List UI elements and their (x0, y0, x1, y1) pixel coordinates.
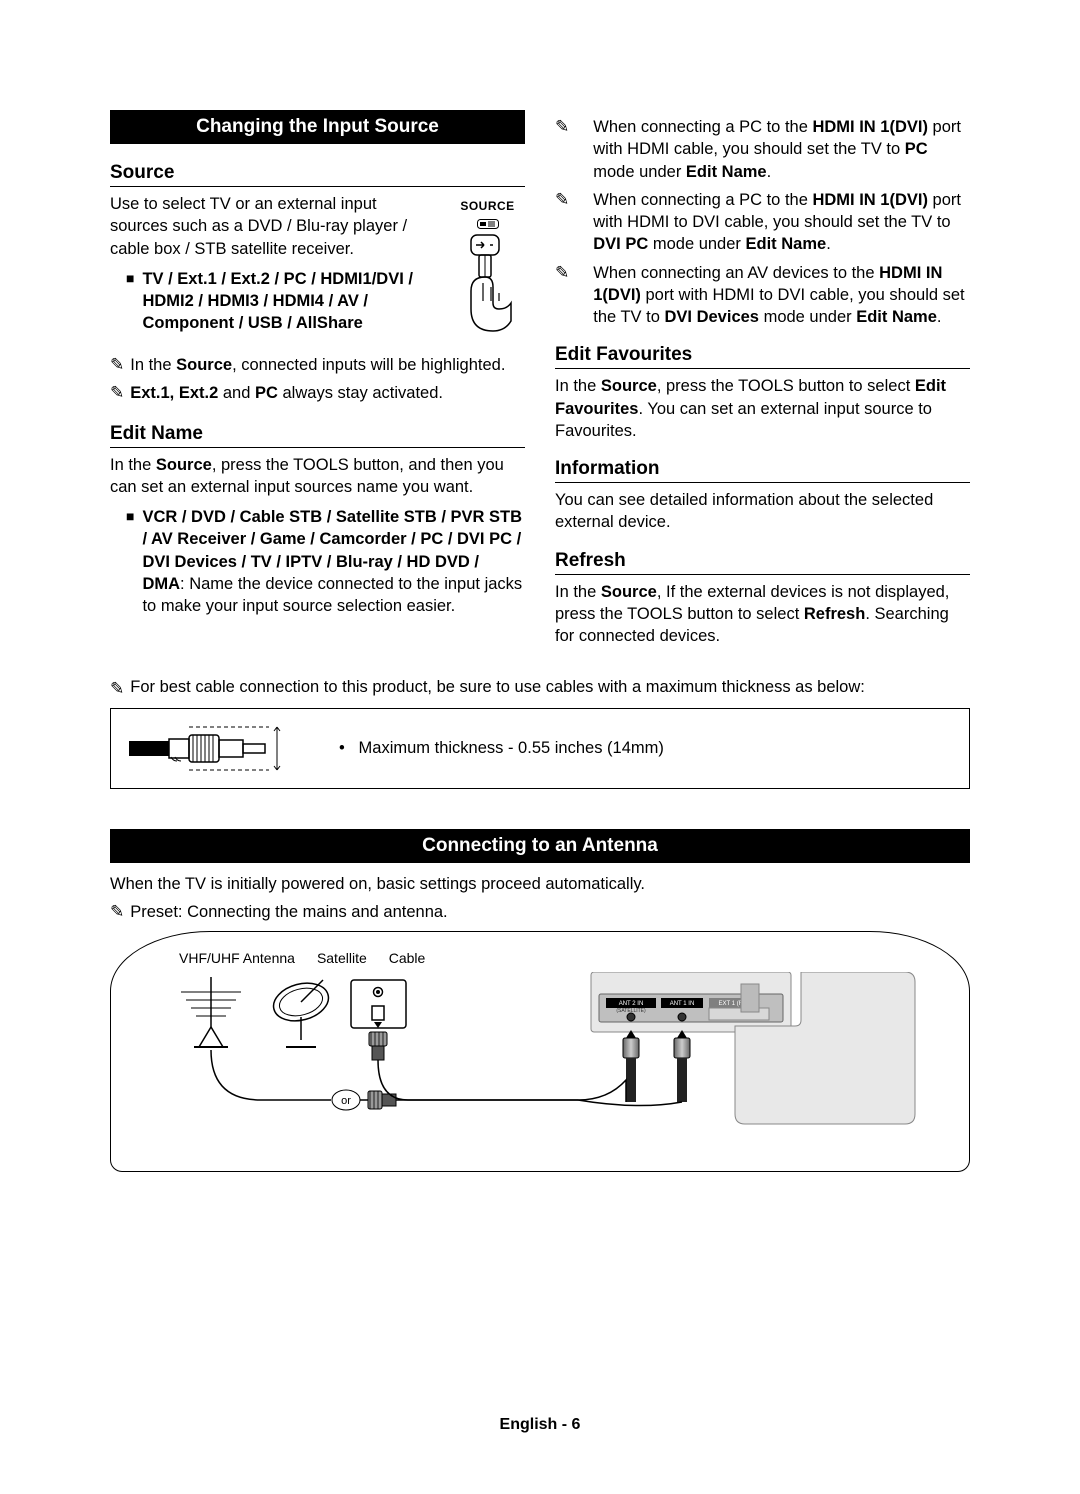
note-icon: ✎ (110, 354, 124, 376)
note-icon: ✎ (110, 678, 124, 700)
cable-connector-icon (129, 721, 309, 776)
refresh-text: In the Source, If the external devices i… (555, 581, 970, 648)
antenna-title-bar: Connecting to an Antenna (110, 829, 970, 863)
cable-footnote: For best cable connection to this produc… (130, 678, 865, 700)
information-heading: Information (555, 458, 970, 483)
note-icon: ✎ (555, 189, 569, 256)
antenna-diagram-box: VHF/UHF Antenna Satellite Cable (110, 931, 970, 1172)
edit-name-heading: Edit Name (110, 423, 525, 448)
antenna-intro: When the TV is initially powered on, bas… (110, 873, 970, 895)
note-hdmi-dvipc: When connecting a PC to the HDMI IN 1(DV… (593, 189, 970, 256)
note-ext-pc-activated: Ext.1, Ext.2 and PC always stay activate… (130, 382, 443, 404)
refresh-heading: Refresh (555, 550, 970, 575)
vhf-uhf-label: VHF/UHF Antenna (179, 950, 295, 966)
edit-favourites-text: In the Source, press the TOOLS button to… (555, 375, 970, 442)
satellite-label: Satellite (317, 950, 367, 966)
note-source-highlighted: In the Source, connected inputs will be … (130, 354, 505, 376)
cable-label: Cable (389, 950, 426, 966)
inputs-list: TV / Ext.1 / Ext.2 / PC / HDMI1/DVI / HD… (142, 268, 438, 335)
antenna-diagram-svg: or ANT 2 IN (SATELLITE) ANT 1 IN (141, 972, 931, 1142)
source-intro-text: Use to select TV or an external input so… (110, 193, 438, 260)
svg-text:or: or (341, 1095, 351, 1107)
information-text: You can see detailed information about t… (555, 489, 970, 534)
note-icon: ✎ (555, 262, 569, 329)
antenna-preset: Preset: Connecting the mains and antenna… (130, 901, 447, 923)
note-hdmi-dvidev: When connecting an AV devices to the HDM… (593, 262, 970, 329)
note-hdmi-pc: When connecting a PC to the HDMI IN 1(DV… (593, 116, 970, 183)
note-icon: ✎ (555, 116, 569, 183)
edit-name-intro: In the Source, press the TOOLS button, a… (110, 454, 525, 499)
cable-thickness-box: • Maximum thickness - 0.55 inches (14mm) (110, 708, 970, 789)
source-heading: Source (110, 162, 525, 187)
cable-thickness-text: Maximum thickness - 0.55 inches (14mm) (359, 739, 664, 757)
edit-favourites-heading: Edit Favourites (555, 344, 970, 369)
note-icon: ✎ (110, 382, 124, 404)
page-number: English - 6 (0, 1416, 1080, 1434)
svg-text:ANT 1 IN: ANT 1 IN (670, 1001, 695, 1007)
note-icon: ✎ (110, 901, 124, 923)
section-title-bar: Changing the Input Source (110, 110, 525, 144)
edit-name-list: VCR / DVD / Cable STB / Satellite STB / … (142, 506, 525, 617)
remote-source-icon: SOURCE (450, 197, 525, 348)
svg-text:ANT 2 IN: ANT 2 IN (619, 1001, 644, 1007)
square-bullet-icon: ■ (126, 268, 134, 335)
square-bullet-icon: ■ (126, 506, 134, 617)
